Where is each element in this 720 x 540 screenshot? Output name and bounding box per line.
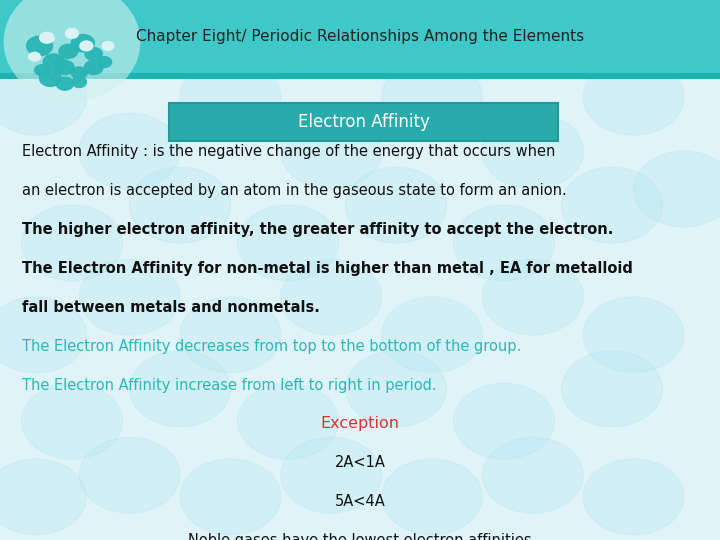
- Circle shape: [346, 167, 446, 243]
- Circle shape: [382, 297, 482, 373]
- Circle shape: [583, 297, 684, 373]
- Circle shape: [482, 437, 583, 513]
- Circle shape: [55, 60, 74, 75]
- Circle shape: [562, 167, 662, 243]
- Circle shape: [281, 437, 382, 513]
- Circle shape: [56, 77, 73, 90]
- Circle shape: [180, 459, 281, 535]
- Circle shape: [0, 459, 86, 535]
- Circle shape: [40, 32, 54, 43]
- Circle shape: [43, 54, 65, 70]
- Circle shape: [79, 437, 180, 513]
- Circle shape: [27, 36, 53, 56]
- Circle shape: [59, 44, 78, 58]
- Circle shape: [454, 205, 554, 281]
- Circle shape: [79, 113, 180, 189]
- Ellipse shape: [4, 0, 140, 102]
- Circle shape: [0, 59, 86, 135]
- Circle shape: [35, 65, 49, 76]
- Text: The Electron Affinity decreases from top to the bottom of the group.: The Electron Affinity decreases from top…: [22, 339, 521, 354]
- Circle shape: [180, 59, 281, 135]
- Text: The Electron Affinity increase from left to right in period.: The Electron Affinity increase from left…: [22, 377, 436, 393]
- Text: Electron Affinity : is the negative change of the energy that occurs when: Electron Affinity : is the negative chan…: [22, 144, 555, 159]
- Circle shape: [130, 351, 230, 427]
- Text: an electron is accepted by an atom in the gaseous state to form an anion.: an electron is accepted by an atom in th…: [22, 183, 567, 198]
- Bar: [0, 0, 720, 73]
- Text: fall between metals and nonmetals.: fall between metals and nonmetals.: [22, 300, 320, 315]
- Circle shape: [238, 205, 338, 281]
- Circle shape: [72, 77, 86, 87]
- Circle shape: [29, 52, 40, 61]
- Circle shape: [40, 70, 61, 86]
- Text: Chapter Eight/ Periodic Relationships Among the Elements: Chapter Eight/ Periodic Relationships Am…: [136, 29, 584, 44]
- Circle shape: [482, 113, 583, 189]
- Circle shape: [130, 167, 230, 243]
- Circle shape: [482, 259, 583, 335]
- Circle shape: [238, 383, 338, 459]
- Circle shape: [80, 41, 93, 51]
- Circle shape: [454, 383, 554, 459]
- Circle shape: [84, 60, 103, 75]
- Circle shape: [79, 259, 180, 335]
- Text: The Electron Affinity for non-metal is higher than metal , EA for metalloid: The Electron Affinity for non-metal is h…: [22, 261, 632, 276]
- Circle shape: [22, 383, 122, 459]
- Circle shape: [281, 113, 382, 189]
- Circle shape: [281, 259, 382, 335]
- Circle shape: [382, 459, 482, 535]
- Circle shape: [346, 351, 446, 427]
- Bar: [0, 73, 720, 79]
- Circle shape: [382, 59, 482, 135]
- Circle shape: [583, 459, 684, 535]
- Circle shape: [22, 205, 122, 281]
- Circle shape: [180, 297, 281, 373]
- Text: Exception: Exception: [320, 416, 400, 431]
- FancyBboxPatch shape: [169, 103, 558, 141]
- Circle shape: [85, 48, 102, 60]
- Circle shape: [562, 351, 662, 427]
- Text: The higher electron affinity, the greater affinity to accept the electron.: The higher electron affinity, the greate…: [22, 222, 613, 237]
- Circle shape: [71, 35, 94, 52]
- Circle shape: [0, 297, 86, 373]
- Text: Noble gases have the lowest electron affinities: Noble gases have the lowest electron aff…: [188, 533, 532, 540]
- Circle shape: [102, 42, 114, 50]
- Text: Electron Affinity: Electron Affinity: [297, 113, 430, 131]
- Circle shape: [634, 151, 720, 227]
- Circle shape: [66, 29, 78, 38]
- Circle shape: [71, 67, 87, 79]
- Text: 2A<1A: 2A<1A: [335, 455, 385, 470]
- Circle shape: [97, 57, 112, 68]
- Text: 5A<4A: 5A<4A: [335, 494, 385, 509]
- Circle shape: [583, 59, 684, 135]
